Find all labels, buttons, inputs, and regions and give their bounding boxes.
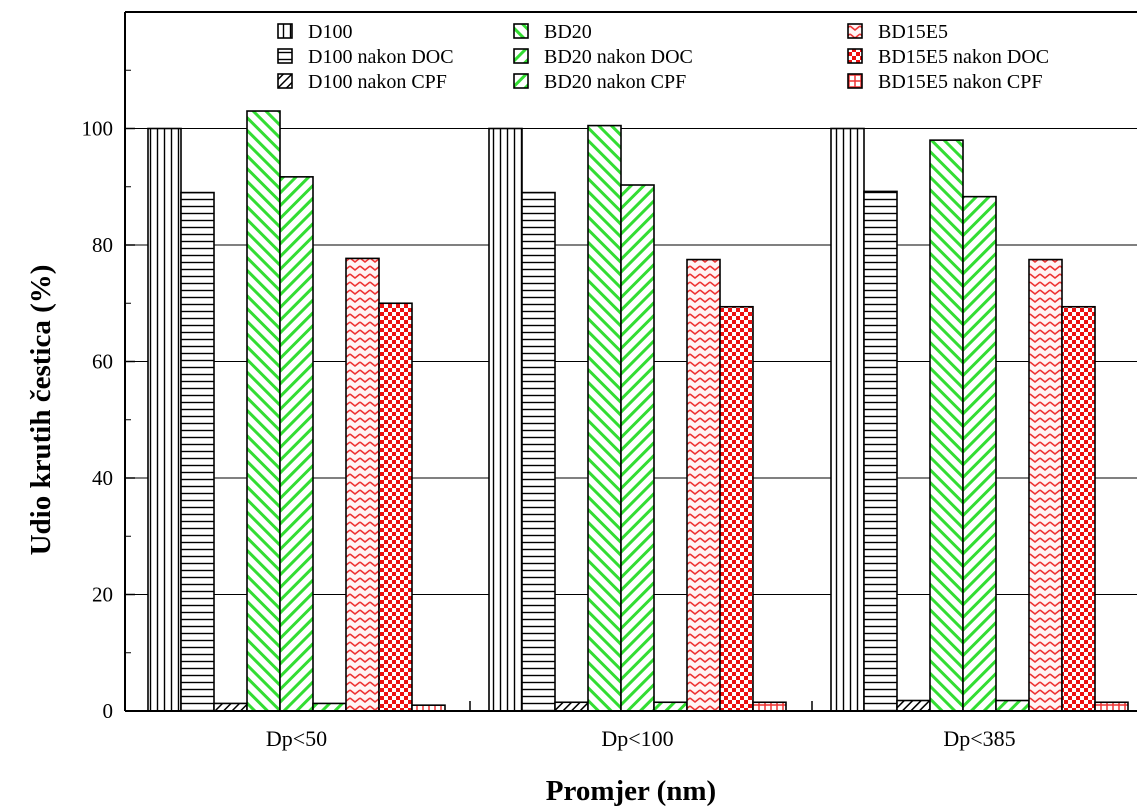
legend-swatch-6 [513,73,529,89]
y-tick-label: 80 [92,233,113,257]
legend-swatch-9 [847,73,863,89]
bar-1-2 [488,127,523,712]
bar-6-1 [312,702,347,712]
bar-3-3 [896,699,931,712]
bar-6-3 [995,699,1030,712]
bar-8-2 [719,305,754,712]
legend-entry-7: BD15E5 [878,21,948,43]
legend-entry-9: BD15E5 nakon CPF [878,71,1042,93]
x-axis-title: Promjer (nm) [546,775,716,807]
bar-4-2 [587,124,622,712]
y-tick-label: 20 [92,583,113,607]
legend: D100 D100 nakon DOC D100 nakon CPF BD20 BD20… [277,21,1049,93]
x-category-label: Dp<385 [943,726,1015,751]
legend-entry-5: BD20 nakon DOC [544,46,693,68]
bar-9-2 [752,701,787,712]
bar-3-1 [213,702,248,712]
legend-swatch-5 [513,48,529,64]
bar-3-2 [554,701,589,712]
bar-7-3 [1028,258,1063,712]
bar-7-2 [686,258,721,712]
bar-8-3 [1061,305,1096,712]
legend-entry-2: D100 nakon DOC [308,46,454,68]
legend-swatch-1 [277,23,293,39]
bar-4-3 [929,139,964,712]
y-tick-label: 0 [103,699,114,723]
bar-8-1 [378,302,413,712]
bar-1-1 [147,127,182,712]
bar-7-1 [345,257,380,712]
bar-6-2 [653,701,688,712]
bars [147,110,1129,712]
legend-entry-3: D100 nakon CPF [308,71,447,93]
legend-entry-6: BD20 nakon CPF [544,71,686,93]
bar-5-3 [962,195,997,712]
legend-swatch-4 [513,23,529,39]
legend-entry-1: D100 [308,21,352,43]
bar-5-1 [279,176,314,712]
legend-entry-4: BD20 [544,21,592,43]
bar-9-3 [1094,701,1129,712]
y-tick-label: 60 [92,350,113,374]
y-tick-label: 40 [92,466,113,490]
bar-5-2 [620,184,655,712]
bar-2-3 [863,190,898,712]
legend-swatch-3 [277,73,293,89]
y-axis-title: Udio krutih čestica (%) [25,265,57,556]
y-tick-label: 100 [82,117,114,141]
legend-swatch-7 [847,23,863,39]
x-category-label: Dp<50 [266,726,327,751]
legend-entry-8: BD15E5 nakon DOC [878,46,1049,68]
legend-swatch-8 [847,48,863,64]
bar-1-3 [830,127,865,712]
legend-swatch-2 [277,48,293,64]
bar-2-1 [180,191,215,712]
bar-4-1 [246,110,281,712]
x-category-label: Dp<100 [601,726,673,751]
bar-2-2 [521,191,556,712]
axes: 0 20 40 60 80 100 Dp<50 Dp<100 Dp<385 [82,11,1137,751]
